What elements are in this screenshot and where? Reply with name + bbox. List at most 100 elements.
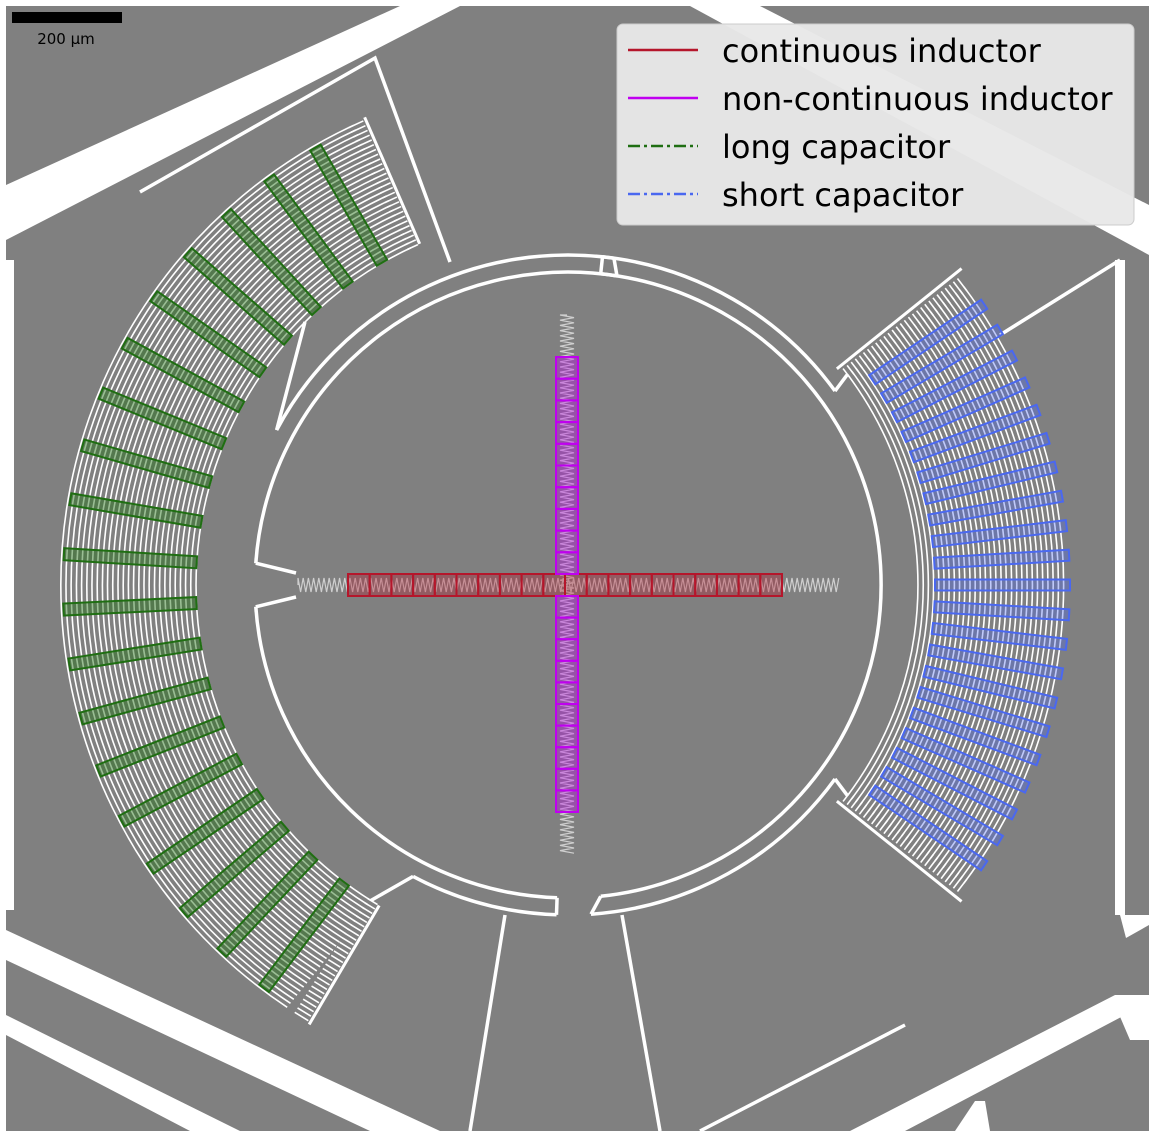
capacitor-tooth — [355, 915, 368, 924]
top-left-channel — [6, 6, 460, 240]
bottom-left-channel — [6, 930, 440, 1131]
capacitor-finger — [106, 166, 374, 972]
capacitor-tooth — [339, 941, 352, 950]
capacitor-tooth — [846, 364, 855, 375]
right-lower-connector — [833, 777, 849, 797]
capacitor-tooth — [952, 875, 964, 889]
capacitor-tooth — [842, 792, 851, 802]
long-capacitor-box — [68, 492, 204, 529]
top-left-diagonal-line — [139, 55, 452, 263]
continuous-inductor-cell — [564, 573, 588, 597]
capacitor-tooth — [302, 998, 317, 1008]
bottom-diagonal-line-2 — [468, 914, 507, 1132]
continuous-inductor-cell — [368, 573, 393, 597]
legend-label-short-capacitor: short capacitor — [722, 176, 964, 214]
capacitor-tooth — [386, 201, 400, 209]
ring-outlines — [254, 253, 883, 917]
ring-cap — [612, 257, 619, 277]
capacitor-tooth — [400, 229, 412, 237]
continuous-inductor-cell — [629, 573, 653, 597]
continuous-inductor-cell — [737, 573, 762, 597]
continuous-inductor-cell — [455, 573, 480, 597]
continuous-inductor-cell — [520, 573, 545, 597]
scale-bar: 200 µm — [12, 12, 122, 48]
capacitor-tooth — [907, 841, 918, 854]
capacitor-finger — [96, 157, 370, 980]
continuous-inductor-cell — [433, 573, 458, 597]
capacitor-finger — [959, 289, 1060, 881]
capacitor-tooth — [924, 853, 935, 867]
capacitor-tooth — [956, 878, 968, 892]
capacitor-tooth — [858, 355, 868, 366]
capacitor-tooth — [920, 850, 930, 864]
capacitor-tooth — [330, 954, 344, 964]
inner-ring-right — [600, 271, 883, 899]
capacitor-finger — [158, 214, 396, 931]
long-capacitor-box — [220, 207, 323, 317]
continuous-inductor-cell — [412, 573, 436, 597]
capacitor-finger — [174, 228, 403, 918]
capacitor-tooth — [895, 326, 905, 338]
long-capacitor-structure — [60, 116, 422, 1026]
short-capacitor-box — [900, 376, 1031, 444]
scale-bar-line — [12, 12, 122, 23]
capacitor-tooth — [368, 163, 383, 171]
non-continuous-inductor-cell — [555, 551, 579, 575]
capacitor-finger — [846, 373, 919, 797]
capacitor-finger — [189, 242, 409, 906]
capacitor-tooth — [322, 967, 336, 977]
capacitor-tooth — [911, 844, 922, 857]
capacitor-tooth — [357, 139, 373, 148]
capacitor-finger — [913, 323, 1002, 847]
long-capacitor-box — [148, 289, 268, 379]
capacitor-tooth — [350, 923, 362, 933]
short-capacitor-structure — [835, 267, 1071, 903]
capacitor-tooth — [875, 816, 884, 828]
capacitor-tooth — [313, 980, 328, 991]
continuous-inductor-cell — [607, 573, 632, 597]
capacitor-finger — [111, 171, 376, 968]
outer-ring-right-lower — [590, 777, 837, 916]
right-sector-line — [999, 258, 1121, 337]
short-capacitor-box — [867, 784, 989, 872]
non-continuous-inductor-cell — [555, 724, 579, 749]
short-capacitor-box — [927, 489, 1065, 527]
short-capacitor-box — [900, 726, 1031, 794]
bottom-right-small-channel — [955, 1101, 990, 1131]
capacitor-tooth — [393, 215, 406, 223]
capacitor-tooth — [348, 120, 364, 129]
capacitor-tooth — [895, 832, 905, 844]
short-capacitor-box — [922, 664, 1059, 710]
non-continuous-inductor-cell — [555, 421, 579, 445]
capacitor-finger — [138, 195, 387, 947]
non-continuous-inductor-cell — [555, 486, 579, 510]
capacitor-tooth — [854, 801, 863, 812]
capacitor-tooth — [347, 928, 360, 937]
capacitor-tooth — [384, 196, 398, 204]
capacitor-tooth — [903, 838, 914, 851]
short-capacitor-box — [908, 706, 1042, 767]
capacitor-tooth — [364, 902, 376, 910]
capacitor-tooth — [875, 342, 884, 354]
capacitor-tooth — [862, 351, 872, 363]
highlight-overlay — [347, 356, 783, 814]
capacitor-tooth — [932, 860, 943, 873]
capacitor-finger — [122, 181, 381, 960]
capacitor-tooth — [341, 937, 354, 946]
capacitor-finger — [179, 232, 405, 914]
capacitor-finger — [934, 308, 1029, 862]
capacitor-finger — [946, 298, 1044, 872]
non-continuous-inductor-cell — [555, 789, 579, 814]
capacitor-busbar — [363, 116, 422, 245]
short-capacitor-box — [879, 765, 1005, 847]
capacitor-tooth — [366, 158, 381, 166]
left-lower-connector — [370, 874, 414, 902]
capacitor-tooth — [871, 813, 880, 825]
capacitor-finger — [169, 223, 401, 923]
legend-box — [616, 23, 1135, 226]
inductor-meander — [559, 314, 575, 854]
capacitor-tooth — [883, 823, 893, 835]
capacitor-finger — [184, 237, 407, 910]
right-edge-cut — [1120, 915, 1149, 938]
continuous-inductor-cell — [477, 573, 501, 597]
